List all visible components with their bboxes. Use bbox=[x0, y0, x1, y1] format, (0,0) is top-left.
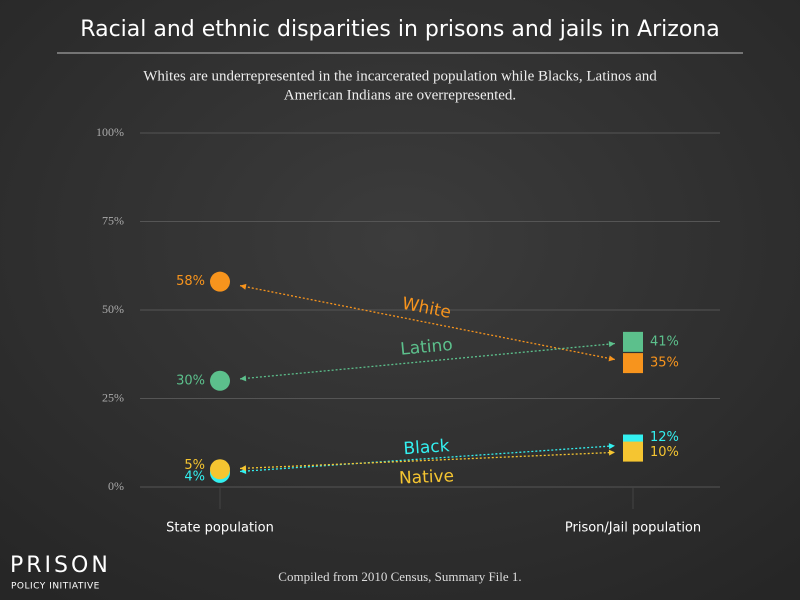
prison-square bbox=[623, 331, 643, 352]
connector bbox=[239, 342, 616, 380]
series-label: Black bbox=[403, 436, 450, 459]
value-label: 58% bbox=[176, 274, 205, 289]
y-tick-label: 50% bbox=[102, 302, 124, 316]
subtitle: Whites are underrepresented in the incar… bbox=[143, 68, 657, 84]
series-label: Native bbox=[399, 466, 455, 488]
arrowhead bbox=[240, 375, 247, 382]
state-dot bbox=[210, 459, 230, 480]
arrowhead bbox=[608, 443, 615, 450]
series-label: Latino bbox=[399, 335, 453, 360]
value-label: 4% bbox=[184, 469, 205, 484]
arrowhead bbox=[240, 283, 247, 290]
arrowhead bbox=[608, 449, 615, 456]
connector bbox=[239, 445, 616, 473]
arrowhead bbox=[240, 465, 247, 472]
value-label: 5% bbox=[184, 458, 205, 473]
value-label: 10% bbox=[650, 445, 679, 460]
source: Compiled from 2010 Census, Summary File … bbox=[278, 569, 521, 584]
x-tick-label: State population bbox=[166, 521, 274, 536]
y-tick-label: 100% bbox=[96, 125, 124, 139]
arrowhead bbox=[608, 355, 615, 362]
x-tick-label: Prison/Jail population bbox=[565, 521, 701, 536]
value-label: 35% bbox=[650, 356, 679, 371]
prison-square bbox=[623, 353, 643, 374]
chart-title: Racial and ethnic disparities in prisons… bbox=[80, 17, 719, 42]
y-tick-label: 25% bbox=[102, 390, 124, 404]
value-label: 30% bbox=[176, 373, 205, 388]
value-label: 41% bbox=[650, 334, 679, 349]
prison-square bbox=[623, 441, 643, 462]
logo: PRISON bbox=[10, 553, 111, 578]
arrowhead bbox=[608, 341, 615, 348]
subtitle: American Indians are overrepresented. bbox=[284, 87, 516, 103]
logo: POLICY INITIATIVE bbox=[11, 582, 100, 592]
state-dot bbox=[210, 271, 230, 292]
connector bbox=[239, 451, 616, 470]
y-tick-label: 0% bbox=[108, 479, 124, 493]
y-tick-label: 75% bbox=[102, 213, 124, 227]
state-dot bbox=[210, 370, 230, 391]
value-label: 12% bbox=[650, 430, 679, 445]
